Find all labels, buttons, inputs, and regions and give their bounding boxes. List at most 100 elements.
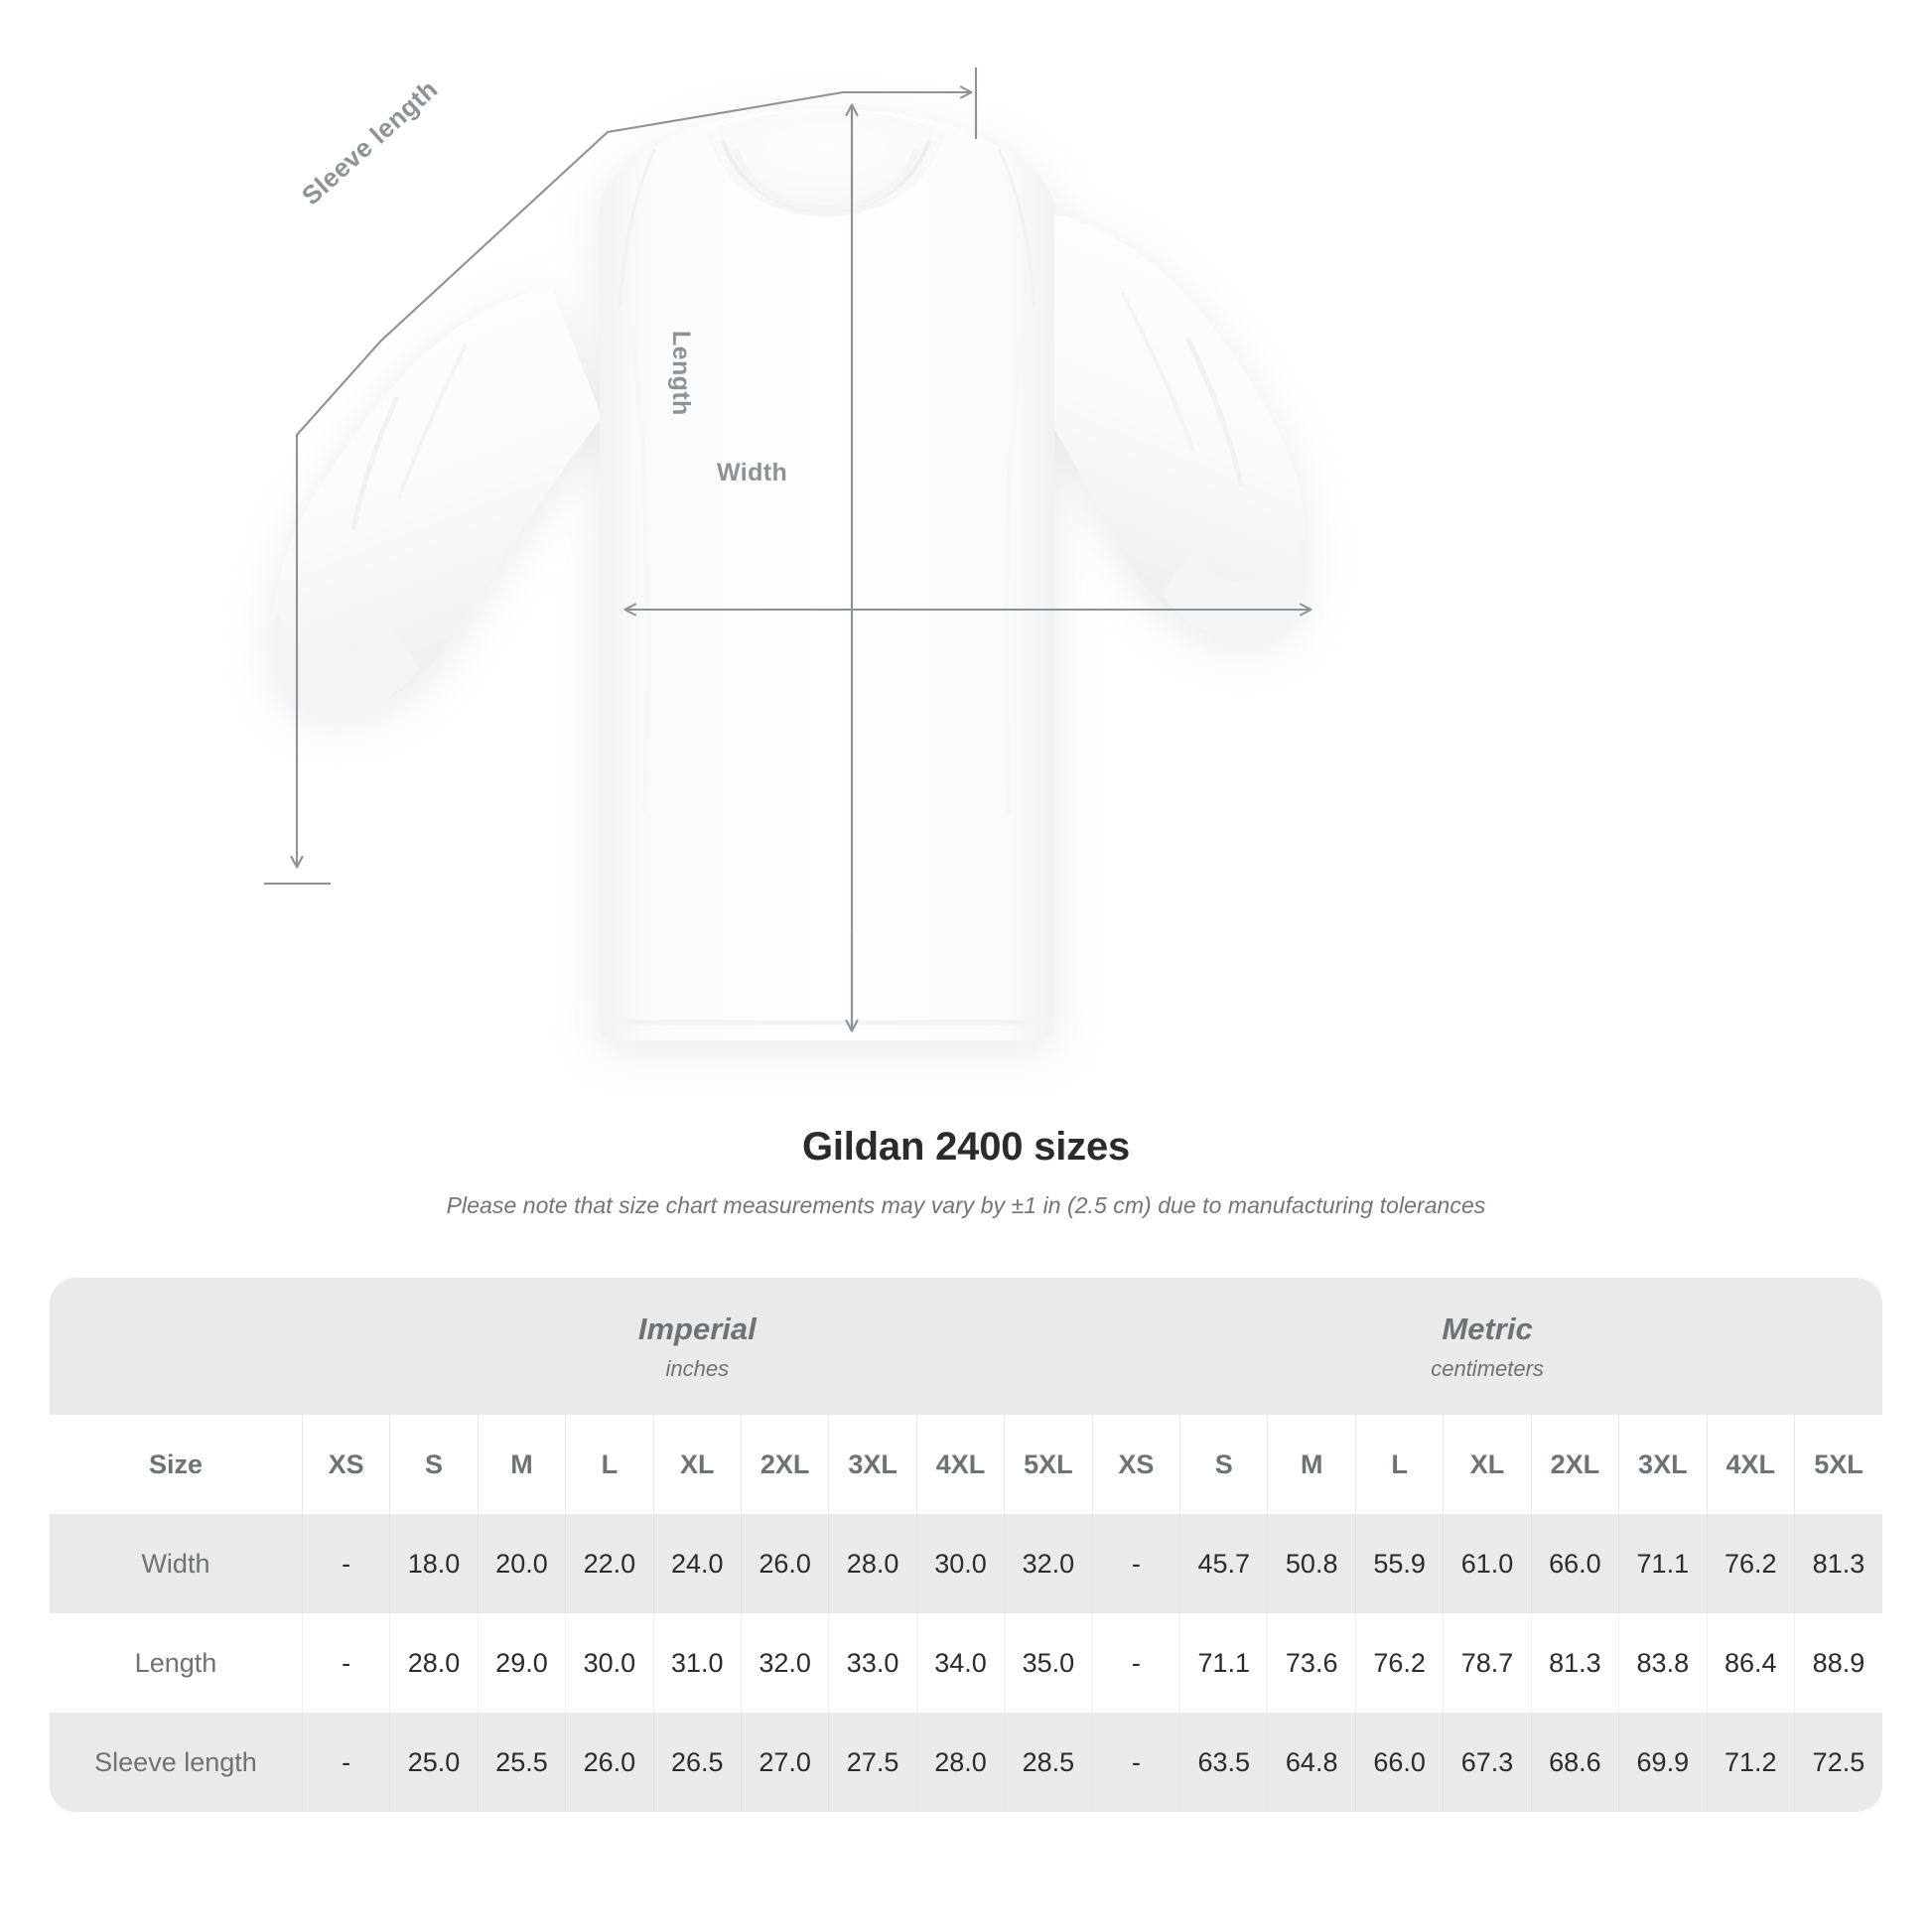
tolerance-note: Please note that size chart measurements… [446, 1192, 1486, 1218]
size-chart-container: Imperial inches Metric centimeters Size … [50, 1278, 1882, 1812]
size-header-xl-imperial: XL [652, 1415, 742, 1514]
cell-value: 67.3 [1443, 1713, 1532, 1812]
cell-value: 30.0 [915, 1514, 1005, 1613]
size-header-xs-metric: XS [1091, 1415, 1180, 1514]
length-annotation-label: Length [667, 331, 695, 416]
size-header-xs-imperial: XS [301, 1415, 390, 1514]
cell-value: 28.0 [828, 1514, 917, 1613]
size-header-2xl-metric: 2XL [1530, 1415, 1619, 1514]
cell-value: - [1091, 1613, 1180, 1713]
cell-value: 64.8 [1267, 1713, 1356, 1812]
measurement-lines [264, 68, 1311, 1031]
shirt-body-group [272, 109, 1307, 1040]
cell-value: - [301, 1613, 390, 1713]
cell-value: 66.0 [1530, 1514, 1619, 1613]
left-cuff [273, 614, 419, 712]
cell-value: - [301, 1514, 390, 1613]
garment-illustration: Sleeve length Length Width [264, 68, 1932, 1040]
left-sleeve [272, 288, 602, 708]
cell-value: 81.3 [1530, 1613, 1619, 1713]
cell-value: 30.0 [565, 1613, 654, 1713]
cell-value: 34.0 [915, 1613, 1005, 1713]
sleeve-length-line [297, 90, 968, 867]
unit-imperial-cell: Imperial inches [302, 1278, 1093, 1415]
cell-value: 71.1 [1179, 1613, 1268, 1713]
cell-value: 86.4 [1706, 1613, 1795, 1713]
cell-value: 22.0 [565, 1514, 654, 1613]
cell-value: 55.9 [1354, 1514, 1444, 1613]
title-block: Gildan 2400 sizes Please note that size … [0, 1127, 1932, 1219]
size-header-xl-metric: XL [1443, 1415, 1532, 1514]
cell-value: 45.7 [1179, 1514, 1268, 1613]
fold-left-sleeve-b [397, 343, 469, 499]
cell-value: - [1091, 1713, 1180, 1812]
width-annotation-label: Width [717, 459, 788, 486]
unit-row-spacer [50, 1278, 303, 1415]
cell-value: 72.5 [1793, 1713, 1882, 1812]
table-row: Length -28.0 29.0 30.0 31.0 32.0 33.0 34.0 35.0-… [50, 1613, 1882, 1713]
left-shoulder-seam [618, 148, 657, 309]
page-title: Gildan 2400 sizes [801, 1125, 1131, 1169]
cell-value: 32.0 [740, 1613, 829, 1713]
shirt-body [600, 109, 1054, 1040]
cell-value: 68.6 [1530, 1713, 1619, 1812]
unit-metric-name: Metric [1442, 1311, 1533, 1346]
size-header-s-imperial: S [389, 1415, 479, 1514]
unit-imperial-sub: inches [665, 1355, 730, 1381]
size-header-row: Size XS S M L XL 2XL 3XL 4XL 5XL XS S M L XL 2XL 3XL 4XL… [50, 1415, 1882, 1514]
cell-value: 25.0 [389, 1713, 479, 1812]
cell-value: 76.2 [1706, 1514, 1795, 1613]
size-header-l-imperial: L [565, 1415, 654, 1514]
cell-value: 81.3 [1793, 1514, 1882, 1613]
cell-value: - [301, 1713, 390, 1812]
cell-value: 28.0 [389, 1613, 479, 1713]
cell-value: 76.2 [1354, 1613, 1444, 1713]
cell-value: 26.0 [565, 1713, 654, 1812]
cell-value: 28.0 [915, 1713, 1005, 1812]
cell-value: 88.9 [1793, 1613, 1882, 1713]
cell-value: 18.0 [389, 1514, 479, 1613]
cell-value: 31.0 [652, 1613, 742, 1713]
size-header-label: Size [50, 1415, 303, 1514]
shirt-diagram-svg [264, 68, 1932, 1040]
cell-value: 78.7 [1443, 1613, 1532, 1713]
size-header-4xl-imperial: 4XL [915, 1415, 1005, 1514]
size-header-s-metric: S [1179, 1415, 1268, 1514]
size-chart-table: Imperial inches Metric centimeters Size … [50, 1278, 1882, 1812]
unit-metric-cell: Metric centimeters [1092, 1278, 1882, 1415]
cell-value: 32.0 [1004, 1514, 1093, 1613]
size-header-m-metric: M [1267, 1415, 1356, 1514]
cell-value: 71.2 [1706, 1713, 1795, 1812]
row-label-length: Length [50, 1613, 303, 1713]
right-sleeve [999, 212, 1306, 629]
cell-value: 26.0 [740, 1514, 829, 1613]
fold-right-sleeve-a [1184, 336, 1244, 487]
size-header-2xl-imperial: 2XL [740, 1415, 829, 1514]
cell-value: 33.0 [828, 1613, 917, 1713]
cell-value: 50.8 [1267, 1514, 1356, 1613]
unit-system-row: Imperial inches Metric centimeters [50, 1278, 1882, 1415]
row-label-sleeve-length: Sleeve length [50, 1713, 303, 1812]
cell-value: - [1091, 1514, 1180, 1613]
right-cuff [1162, 540, 1307, 639]
collar-rib [731, 147, 921, 212]
cell-value: 73.6 [1267, 1613, 1356, 1713]
unit-imperial-name: Imperial [637, 1311, 757, 1346]
table-row: Width -18.0 20.0 22.0 24.0 26.0 28.0 30.0 32.0-4… [50, 1514, 1882, 1613]
cell-value: 71.1 [1618, 1514, 1708, 1613]
cell-value: 83.8 [1618, 1613, 1708, 1713]
fold-left-sleeve-a [350, 395, 400, 531]
size-header-3xl-metric: 3XL [1618, 1415, 1708, 1514]
cell-value: 26.5 [652, 1713, 742, 1812]
fold-right-sleeve-b [1120, 291, 1195, 452]
right-shoulder-seam [997, 148, 1036, 309]
unit-metric-sub: centimeters [1431, 1355, 1544, 1381]
cell-value: 24.0 [652, 1514, 742, 1613]
cell-value: 35.0 [1004, 1613, 1093, 1713]
size-header-5xl-metric: 5XL [1793, 1415, 1882, 1514]
size-header-m-imperial: M [477, 1415, 566, 1514]
cell-value: 20.0 [477, 1514, 566, 1613]
row-label-width: Width [50, 1514, 303, 1613]
fold-right-body [1003, 327, 1026, 815]
table-row: Sleeve length -25.0 25.5 26.0 26.5 27.0 27.5 28… [50, 1713, 1882, 1812]
